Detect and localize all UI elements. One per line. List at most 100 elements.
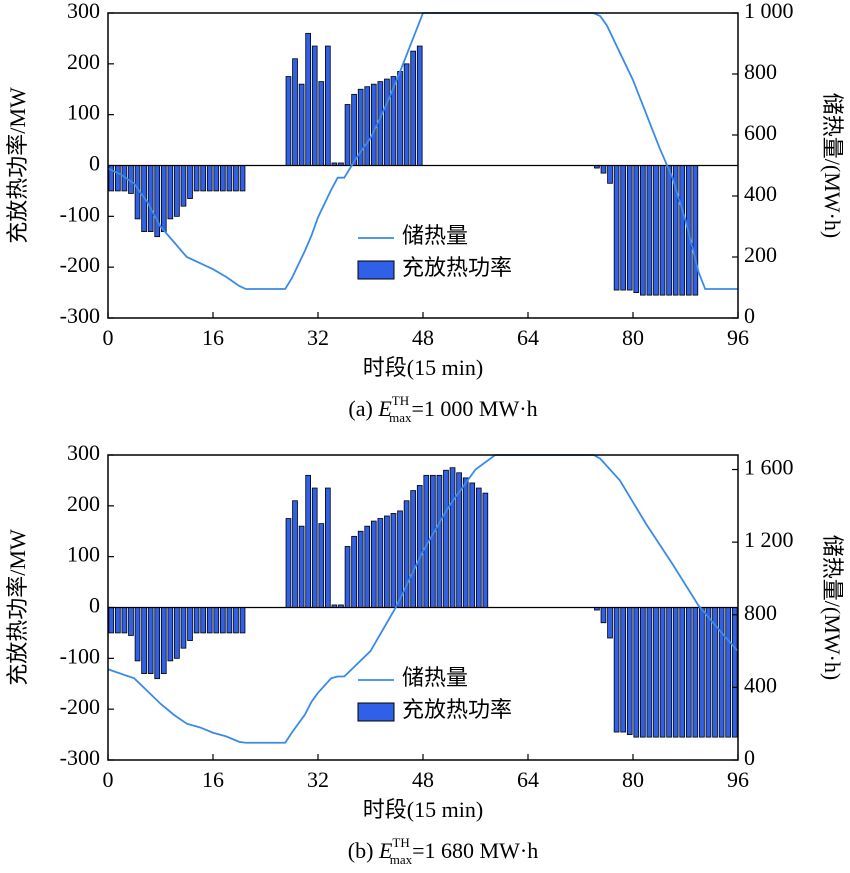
y2-axis-label: 储热量/(MW·h) xyxy=(820,535,845,680)
y-axis-label: 充放热功率/MW xyxy=(5,87,30,244)
bar xyxy=(430,474,436,608)
bar xyxy=(364,86,371,166)
bar xyxy=(672,607,679,738)
x-tick-label: 48 xyxy=(412,325,434,350)
legend-label: 充放热功率 xyxy=(402,255,512,280)
bar xyxy=(147,165,154,232)
bar xyxy=(600,165,607,174)
bar xyxy=(469,482,476,608)
x-tick-label: 16 xyxy=(202,325,224,350)
y2-axis-label: 储热量/(MW·h) xyxy=(820,93,845,238)
bar xyxy=(397,510,403,608)
caption: (a) ETH max=1 000 MW·h xyxy=(348,393,537,425)
y-tick-label: -300 xyxy=(60,303,100,328)
bar xyxy=(351,535,357,608)
bar xyxy=(206,607,213,634)
y-tick-label: 0 xyxy=(89,151,100,176)
bar xyxy=(646,607,653,738)
bar xyxy=(187,607,193,641)
x-tick-label: 64 xyxy=(517,767,539,792)
bar xyxy=(121,607,128,634)
bar xyxy=(370,83,377,166)
bar xyxy=(318,81,325,166)
bar xyxy=(403,500,410,608)
y-tick-label: 300 xyxy=(67,440,100,465)
bar xyxy=(613,165,620,291)
bar xyxy=(292,58,298,166)
bar xyxy=(206,165,213,192)
y2-tick-label: 800 xyxy=(744,600,777,625)
bar xyxy=(692,607,699,738)
bar xyxy=(384,515,390,608)
bar xyxy=(640,165,646,296)
y-tick-label: 100 xyxy=(67,542,100,567)
bar xyxy=(370,520,377,608)
bar xyxy=(475,487,482,608)
bar xyxy=(685,607,692,738)
y-tick-label: -100 xyxy=(60,643,100,668)
caption-suffix: =1 680 MW·h xyxy=(412,838,538,863)
legend-label: 储热量 xyxy=(402,665,468,690)
bar xyxy=(311,45,318,166)
bar xyxy=(725,607,731,738)
bar xyxy=(699,607,705,738)
line xyxy=(107,454,739,744)
bar xyxy=(705,607,712,738)
x-tick-label: 96 xyxy=(727,767,749,792)
y2-tick-label: 400 xyxy=(744,181,777,206)
caption-prefix: (b) xyxy=(348,838,379,863)
y-axis-label: 充放热功率/MW xyxy=(5,529,30,686)
y-tick-label: 100 xyxy=(67,100,100,125)
bar xyxy=(154,607,161,680)
bar xyxy=(180,165,187,207)
bar xyxy=(384,78,390,166)
bar xyxy=(390,513,397,608)
bar xyxy=(397,71,403,166)
y-tick-label: -200 xyxy=(60,252,100,277)
caption-sub: max xyxy=(389,410,412,425)
bar xyxy=(613,607,620,733)
bar xyxy=(318,523,325,608)
bar xyxy=(410,490,416,608)
bar xyxy=(653,165,659,296)
y2-tick-label: 600 xyxy=(744,120,777,145)
bar xyxy=(233,165,239,192)
bar xyxy=(239,607,246,634)
x-tick-label: 80 xyxy=(622,325,644,350)
caption-sub: max xyxy=(390,852,413,867)
y-tick-label: 200 xyxy=(67,491,100,516)
bar xyxy=(141,607,147,674)
x-axis-label: 时段(15 min) xyxy=(363,355,483,380)
bar xyxy=(311,487,318,608)
bar xyxy=(147,607,154,674)
y2-tick-label: 0 xyxy=(744,745,755,770)
bar xyxy=(620,607,626,733)
bar xyxy=(633,607,640,738)
bar xyxy=(620,165,626,291)
y2-tick-label: 800 xyxy=(744,59,777,84)
x-tick-label: 96 xyxy=(727,325,749,350)
bar xyxy=(653,607,659,738)
bar xyxy=(292,500,298,608)
y-tick-label: 300 xyxy=(67,0,100,23)
bar xyxy=(193,607,200,634)
bar xyxy=(482,492,489,608)
bar xyxy=(154,165,161,238)
x-tick-label: 64 xyxy=(517,325,539,350)
bar xyxy=(285,76,292,166)
bar xyxy=(298,525,305,608)
line xyxy=(107,12,738,290)
bar xyxy=(160,607,167,674)
x-tick-label: 48 xyxy=(412,767,434,792)
x-tick-label: 80 xyxy=(622,767,644,792)
bar xyxy=(134,607,141,662)
bar xyxy=(226,607,233,634)
bar xyxy=(626,165,633,291)
caption: (b) ETH max=1 680 MW·h xyxy=(348,835,538,867)
bar xyxy=(174,607,180,659)
x-tick-label: 16 xyxy=(202,767,224,792)
bar xyxy=(410,50,416,166)
y-tick-label: 200 xyxy=(67,49,100,74)
